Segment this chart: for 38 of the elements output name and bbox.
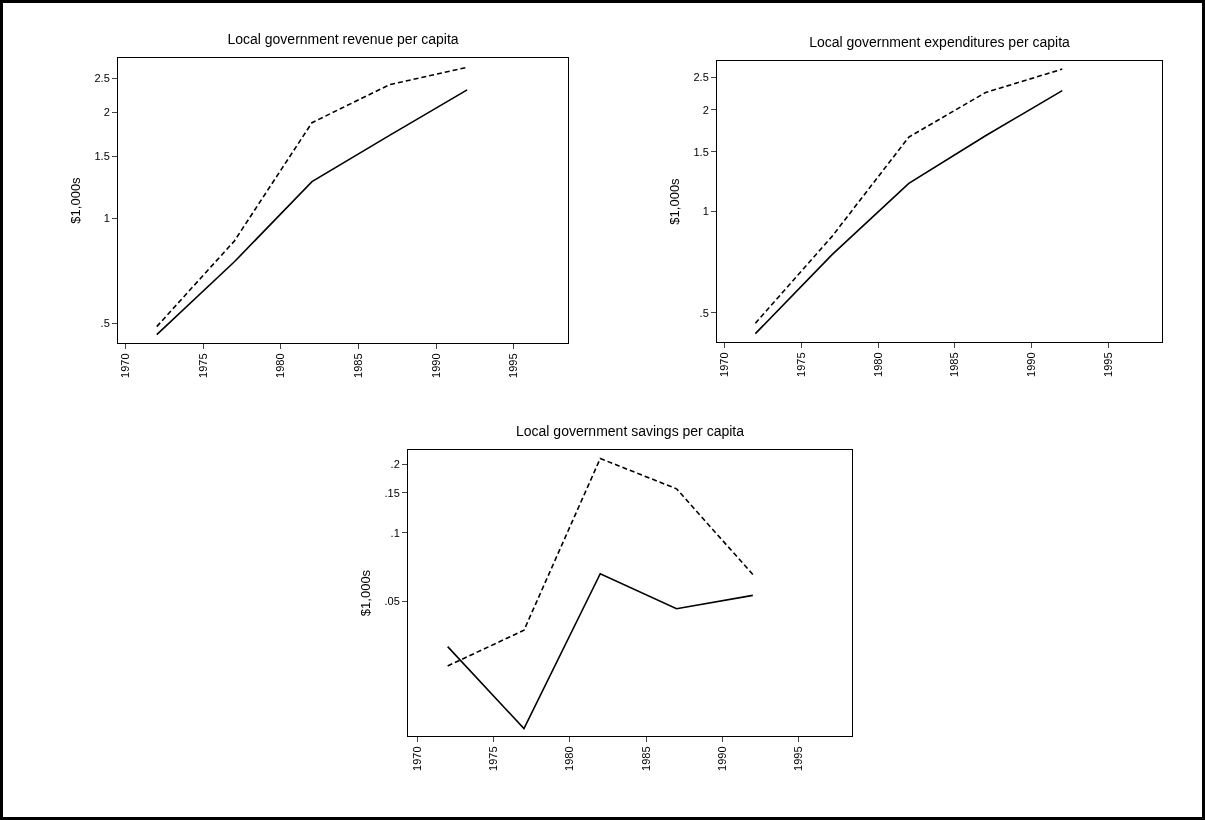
x-tick-label: 1980 [563,746,576,771]
y-tick-label: 1 [103,211,110,224]
x-tick-label: 1980 [871,352,884,377]
y-tick-label: .05 [384,595,400,608]
x-tick-label: 1995 [1101,352,1114,377]
y-tick-label: 2 [103,106,110,119]
x-tick-label: 1990 [429,353,442,378]
x-tick-label: 1995 [507,353,520,378]
chart-title: Local government revenue per capita [227,30,459,47]
x-tick-label: 1990 [715,746,728,771]
x-tick-label: 1975 [794,352,807,377]
x-tick-label: 1985 [352,353,365,378]
y-tick-label: .2 [390,458,400,471]
y-tick-label: 2.5 [94,72,110,85]
y-axis-title: $1,000s [68,176,84,224]
y-axis-title: $1,000s [667,177,683,225]
y-tick-label: 1.5 [693,145,709,158]
y-tick-label: 2 [702,103,709,116]
x-tick-label: 1970 [119,353,132,378]
chart-title: Local government savings per capita [515,422,745,439]
y-tick-label: .1 [390,526,400,539]
x-tick-label: 1980 [274,353,287,378]
chart-title: Local government expenditures per capita [809,33,1071,50]
x-tick-label: 1985 [639,746,652,771]
y-tick-label: .15 [384,486,400,499]
x-tick-label: 1985 [948,352,961,377]
x-tick-label: 1970 [718,352,731,377]
x-tick-label: 1975 [487,746,500,771]
y-tick-label: 1 [702,205,709,218]
x-tick-label: 1975 [196,353,209,378]
y-tick-label: .5 [100,317,110,330]
y-tick-label: 1.5 [94,150,110,163]
x-tick-label: 1995 [792,746,805,771]
x-tick-label: 1970 [410,746,423,771]
y-tick-label: .5 [699,306,709,319]
y-axis-title: $1,000s [358,569,374,617]
x-tick-label: 1990 [1025,352,1038,377]
y-tick-label: 2.5 [693,70,709,83]
